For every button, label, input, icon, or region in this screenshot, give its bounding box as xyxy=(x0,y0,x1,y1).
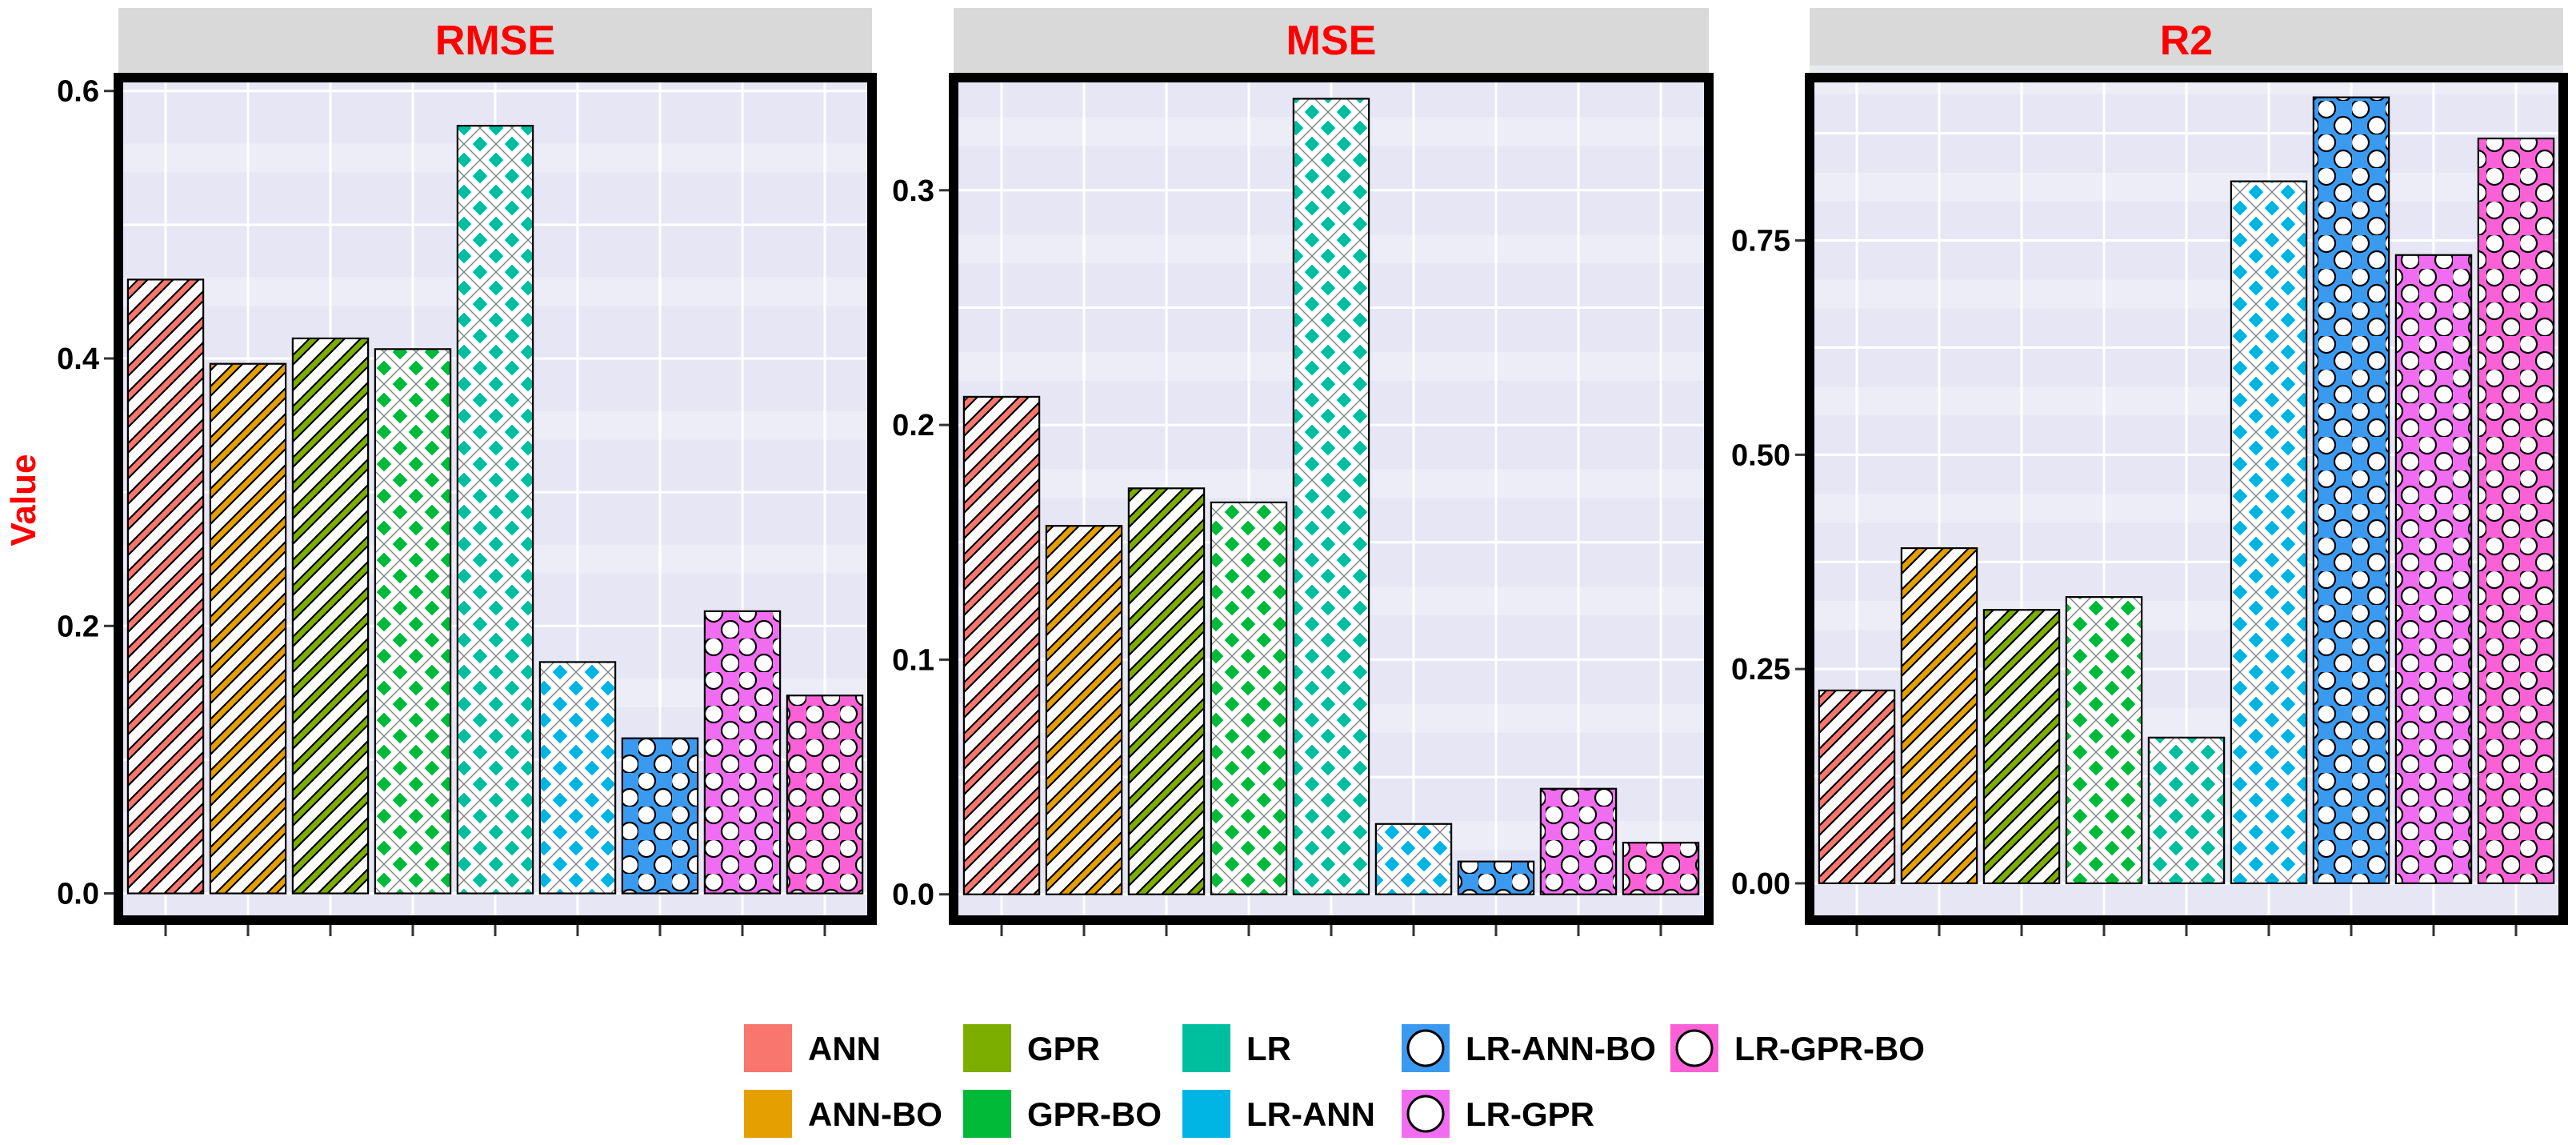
bar-rmse-ann: ANN: 0.459 xyxy=(126,278,205,895)
legend-label: GPR xyxy=(1027,1030,1100,1067)
bar-rmse-lr: LR: 0.574 xyxy=(456,125,534,895)
x-axis xyxy=(164,925,826,936)
bars: ANN: 0.212ANN-BO: 0.157GPR: 0.173GPR-BO:… xyxy=(962,98,1700,895)
panel-title: R2 xyxy=(2160,18,2213,64)
legend-item-lr-ann-bo: LR-ANN-BO xyxy=(1402,1024,1656,1072)
panel-border xyxy=(114,73,877,925)
legend-label: LR-ANN xyxy=(1246,1095,1375,1133)
bar-r2-lr-ann: LR-ANN: 0.819 xyxy=(2230,180,2308,885)
y-tick-label: 0.2 xyxy=(892,409,934,442)
y-axis: 0.0 0.1 0.2 0.3 xyxy=(892,174,949,912)
legend-key xyxy=(1182,1024,1230,1072)
y-tick-label: 0.25 xyxy=(1731,653,1790,687)
bar-r2-lr-gpr: LR-GPR: 0.733 xyxy=(2394,254,2473,885)
panel-mse: MSE ANN: 0.212ANN-BO: 0.157GPR: 0.173GPR-… xyxy=(892,8,1714,936)
bars: ANN: 0.459ANN-BO: 0.396GPR: 0.415GPR-BO:… xyxy=(126,125,864,895)
legend-key xyxy=(744,1090,792,1138)
panel-border xyxy=(1805,73,2568,925)
panel-title: RMSE xyxy=(435,18,555,64)
legend-item-ann: ANN xyxy=(744,1024,881,1072)
panel-rmse: RMSE ANN: 0.459ANN-BO: 0.396GPR: 0.415GPR… xyxy=(57,8,877,936)
y-tick-label: 0.1 xyxy=(892,643,934,677)
bar-rmse-lr-ann-bo: LR-ANN-BO: 0.116 xyxy=(621,737,699,895)
y-tick-label: 0.2 xyxy=(57,610,99,643)
panel-border xyxy=(949,73,1714,925)
bar-mse-lr-ann-bo: LR-ANN-BO: 0.014 xyxy=(1457,860,1535,895)
panel-strip xyxy=(118,8,872,74)
bar-mse-gpr-bo: GPR-BO: 0.167 xyxy=(1210,501,1288,895)
legend-item-ann-bo: ANN-BO xyxy=(744,1090,942,1138)
panel-r2: R2 ANN: 0.225ANN-BO: 0.391GPR: 0.319GPR-B… xyxy=(1731,8,2568,936)
bar-r2-lr-ann-bo: LR-ANN-BO: 0.917 xyxy=(2312,96,2390,885)
bar-r2-gpr: GPR: 0.319 xyxy=(1982,609,2061,885)
bar-r2-lr-gpr-bo: LR-GPR-BO: 0.869 xyxy=(2477,137,2555,885)
y-tick-label: 0.4 xyxy=(57,342,99,376)
legend-item-lr-ann: LR-ANN xyxy=(1182,1090,1375,1138)
bar-mse-lr: LR: 0.339 xyxy=(1292,98,1370,895)
bar-rmse-ann-bo: ANN-BO: 0.396 xyxy=(209,362,287,895)
legend-label: LR-GPR-BO xyxy=(1734,1030,1925,1067)
legend-label: ANN-BO xyxy=(808,1095,942,1133)
bar-mse-ann-bo: ANN-BO: 0.157 xyxy=(1045,525,1123,895)
legend-label: ANN xyxy=(808,1030,881,1067)
panel-strip xyxy=(954,8,1709,74)
x-axis xyxy=(1000,925,1662,936)
y-axis: 0.0 0.2 0.4 0.6 xyxy=(57,75,114,911)
bar-mse-gpr: GPR: 0.173 xyxy=(1127,487,1206,895)
panel-title: MSE xyxy=(1286,18,1377,64)
bar-r2-ann: ANN: 0.225 xyxy=(1818,689,1896,885)
legend-label: LR-ANN-BO xyxy=(1466,1030,1656,1067)
y-tick-label: 0.6 xyxy=(57,75,99,109)
y-tick-label: 0.3 xyxy=(892,174,934,208)
y-tick-label: 0.0 xyxy=(892,879,934,912)
y-axis-title: Value xyxy=(4,454,43,546)
legend-key xyxy=(963,1090,1011,1138)
legend-item-lr-gpr-bo: LR-GPR-BO xyxy=(1670,1024,1925,1072)
legend-key-circle xyxy=(1406,1095,1445,1133)
legend-item-gpr: GPR xyxy=(963,1024,1100,1072)
legend-label: GPR-BO xyxy=(1027,1095,1162,1133)
bar-rmse-lr-ann: LR-ANN: 0.173 xyxy=(538,661,617,895)
bar-r2-ann-bo: ANN-BO: 0.391 xyxy=(1900,546,1978,885)
legend-label: LR xyxy=(1246,1030,1291,1067)
legend-item-lr-gpr: LR-GPR xyxy=(1402,1090,1594,1138)
y-axis: 0.00 0.25 0.50 0.75 xyxy=(1731,225,1805,901)
legend-label: LR-GPR xyxy=(1466,1095,1594,1133)
legend-item-gpr-bo: GPR-BO xyxy=(963,1090,1162,1138)
y-tick-label: 0.00 xyxy=(1731,867,1790,901)
panel-strip xyxy=(1810,8,2563,74)
bars: ANN: 0.225ANN-BO: 0.391GPR: 0.319GPR-BO:… xyxy=(1818,96,2555,885)
bar-rmse-gpr-bo: GPR-BO: 0.407 xyxy=(374,348,452,895)
bar-rmse-gpr: GPR: 0.415 xyxy=(291,337,370,895)
legend-key xyxy=(963,1024,1011,1072)
legend-item-lr: LR xyxy=(1182,1024,1291,1072)
x-axis xyxy=(1855,925,2518,936)
legend-key xyxy=(1182,1090,1230,1138)
bar-mse-lr-gpr-bo: LR-GPR-BO: 0.022 xyxy=(1622,842,1700,895)
bar-rmse-lr-gpr: LR-GPR: 0.211 xyxy=(703,610,782,895)
legend: ANN ANN-BO GPR GPR-BO LR LR-ANN LR-ANN-BO LR-GP… xyxy=(744,1024,1925,1138)
bar-r2-lr: LR: 0.17 xyxy=(2147,736,2226,885)
legend-key-circle xyxy=(1675,1029,1714,1067)
legend-key xyxy=(744,1024,792,1072)
legend-key-circle xyxy=(1406,1029,1445,1067)
bar-r2-gpr-bo: GPR-BO: 0.334 xyxy=(2065,596,2143,885)
y-tick-label: 0.75 xyxy=(1731,225,1790,258)
bar-mse-lr-ann: LR-ANN: 0.03 xyxy=(1374,823,1453,895)
bar-mse-lr-gpr: LR-GPR: 0.045 xyxy=(1539,787,1618,895)
bar-rmse-lr-gpr-bo: LR-GPR-BO: 0.148 xyxy=(786,695,864,895)
y-tick-label: 0.0 xyxy=(57,878,99,911)
y-tick-label: 0.50 xyxy=(1731,438,1790,472)
bar-mse-ann: ANN: 0.212 xyxy=(962,395,1041,895)
